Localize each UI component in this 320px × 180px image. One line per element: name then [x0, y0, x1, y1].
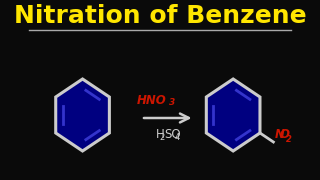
Text: 4: 4: [175, 133, 180, 142]
Polygon shape: [56, 79, 109, 151]
Polygon shape: [206, 79, 260, 151]
Text: H: H: [156, 129, 164, 141]
Text: O: O: [279, 128, 289, 141]
Text: 2: 2: [159, 133, 164, 142]
Text: Nitration of Benzene: Nitration of Benzene: [14, 4, 306, 28]
Text: 3: 3: [169, 98, 175, 107]
Text: N: N: [274, 128, 284, 141]
Text: 2: 2: [285, 134, 291, 143]
Text: SO: SO: [164, 129, 181, 141]
Text: HNO: HNO: [136, 93, 166, 107]
